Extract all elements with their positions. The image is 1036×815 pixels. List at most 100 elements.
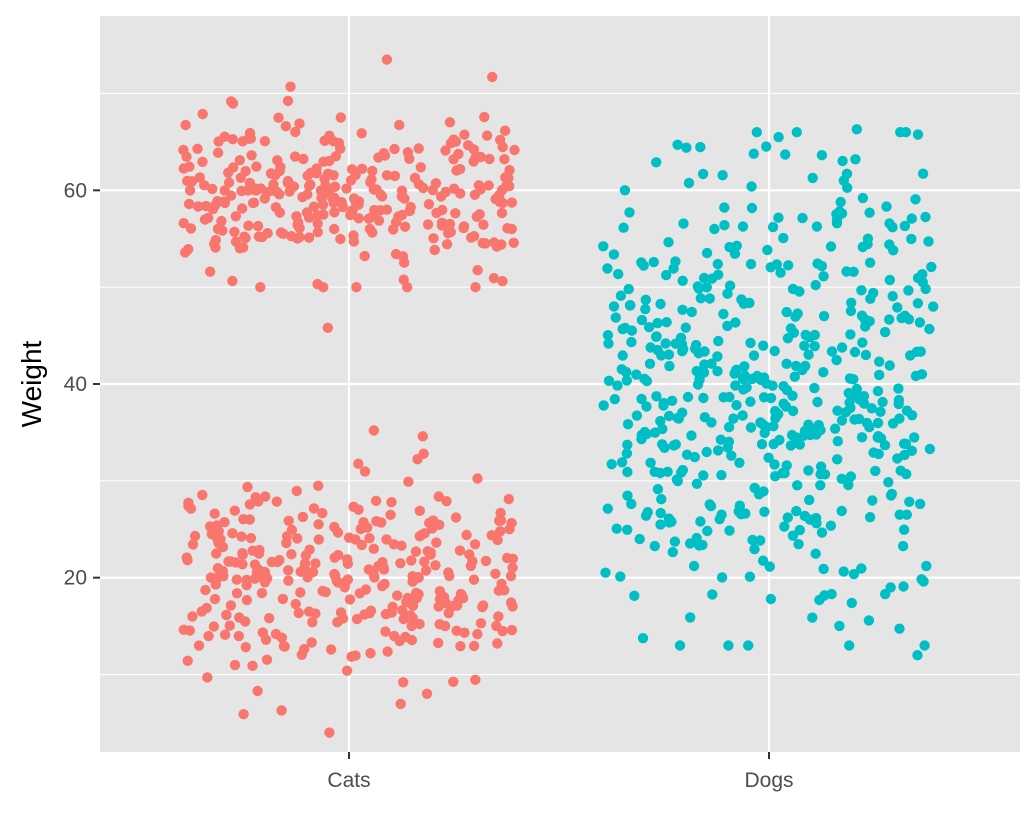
data-point — [701, 446, 712, 458]
data-point — [831, 218, 843, 229]
data-point — [306, 637, 317, 648]
data-point — [851, 383, 862, 395]
data-point — [407, 612, 418, 624]
x-tick-label: Cats — [327, 769, 370, 792]
data-point — [928, 301, 939, 312]
data-point — [623, 283, 634, 295]
data-point — [211, 548, 222, 559]
data-point — [738, 298, 749, 309]
data-point — [636, 257, 647, 268]
data-point — [294, 118, 305, 129]
data-point — [622, 490, 633, 501]
data-point — [475, 151, 486, 163]
data-point — [905, 350, 916, 361]
data-point — [851, 124, 862, 135]
data-point — [864, 207, 875, 218]
data-point — [286, 231, 297, 242]
data-point — [862, 233, 874, 244]
data-point — [812, 396, 823, 408]
data-point — [221, 609, 232, 621]
data-point — [698, 272, 710, 284]
data-point — [420, 565, 432, 576]
data-point — [348, 236, 360, 247]
data-point — [894, 509, 905, 520]
data-point — [256, 587, 268, 599]
data-point — [641, 401, 652, 412]
data-point — [353, 213, 364, 224]
data-point — [739, 370, 750, 381]
data-point — [244, 127, 256, 139]
data-point — [484, 153, 495, 165]
y-tick-label: 20 — [64, 567, 87, 590]
data-point — [884, 218, 895, 229]
data-point — [296, 649, 307, 660]
data-point — [790, 311, 801, 322]
data-point — [312, 227, 323, 238]
data-point — [712, 366, 723, 377]
data-point — [716, 572, 728, 583]
data-point — [843, 387, 854, 399]
data-point — [677, 304, 688, 315]
x-tick-label: Dogs — [744, 769, 793, 792]
data-point — [740, 508, 751, 519]
data-point — [368, 425, 380, 436]
data-point — [225, 556, 237, 567]
data-point — [888, 245, 899, 256]
data-point — [313, 534, 324, 545]
data-point — [497, 625, 508, 637]
data-point — [441, 239, 453, 250]
data-point — [196, 606, 207, 617]
data-point — [753, 489, 765, 500]
data-point — [480, 238, 491, 249]
data-point — [433, 491, 444, 502]
data-point — [183, 198, 195, 210]
data-point — [896, 312, 907, 324]
data-point — [794, 524, 805, 536]
data-point — [285, 81, 296, 92]
data-point — [373, 152, 384, 163]
data-point — [782, 512, 793, 523]
data-point — [289, 151, 301, 162]
data-point — [914, 317, 926, 328]
data-point — [213, 538, 224, 549]
data-point — [722, 320, 733, 332]
data-point — [292, 533, 303, 544]
data-point — [280, 121, 292, 132]
data-point — [507, 601, 518, 612]
data-point — [430, 560, 441, 571]
data-point — [297, 511, 309, 523]
data-point — [235, 172, 246, 183]
data-point — [804, 494, 815, 506]
data-point — [683, 177, 695, 189]
data-point — [345, 209, 356, 221]
data-point — [244, 514, 255, 525]
data-point — [429, 244, 440, 256]
data-point — [228, 162, 239, 173]
data-point — [899, 220, 911, 232]
data-point — [401, 596, 412, 608]
data-point — [348, 501, 359, 512]
data-point — [240, 616, 251, 627]
data-point — [914, 498, 926, 510]
data-point — [187, 611, 198, 622]
data-point — [892, 302, 903, 313]
data-point — [204, 521, 216, 532]
data-point — [328, 136, 339, 147]
data-point — [917, 168, 929, 179]
data-point — [640, 294, 651, 305]
data-point — [652, 484, 664, 495]
data-point — [912, 650, 923, 661]
data-point — [838, 566, 849, 577]
data-point — [818, 563, 829, 575]
data-point — [693, 283, 705, 294]
data-point — [688, 560, 700, 572]
data-point — [497, 141, 508, 153]
data-point — [845, 305, 857, 317]
data-point — [631, 369, 642, 380]
data-point — [609, 394, 620, 405]
data-point — [730, 317, 741, 328]
data-point — [879, 326, 891, 338]
data-point — [240, 232, 251, 244]
data-point — [444, 117, 456, 128]
